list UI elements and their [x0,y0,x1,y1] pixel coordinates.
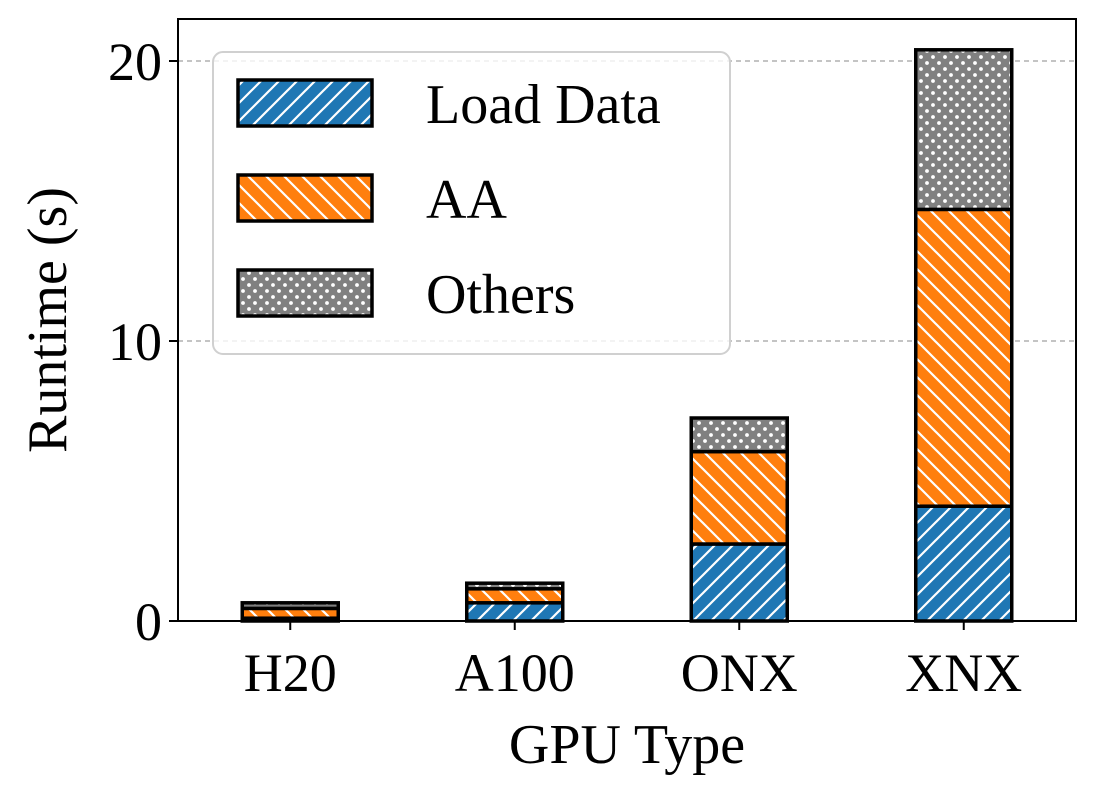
legend-swatch-aa [236,173,374,223]
legend-swatch-others [236,268,374,318]
legend-label-others: Others [426,264,575,326]
y-tick-label-0: 0 [135,592,162,652]
bar-a100-aa [465,587,565,605]
bar-onx-load-data [689,542,789,623]
y-axis-label: Runtime (s) [17,187,79,453]
bar-h20-others [240,601,340,611]
legend-swatch-load-data [236,78,374,128]
bar-a100-load-data [465,601,565,623]
x-tick-label-XNX: XNX [905,643,1022,703]
x-tick-label-A100: A100 [455,643,575,703]
axes: 0 10 20 H20 A100 ONX XNX [108,18,1077,703]
bar-onx-others [689,416,789,454]
bar-onx-aa [689,449,789,546]
x-axis-label: GPU Type [509,714,745,776]
y-tick-label-10: 10 [108,312,162,372]
bar-xnx-load-data [914,504,1014,623]
bars [240,48,1014,623]
legend-label-load-data: Load Data [426,74,661,136]
plot-frame [177,18,1077,622]
legend: Load Data AA Others [212,51,731,355]
x-tick-label-ONX: ONX [681,643,798,703]
bar-a100-others [465,581,565,591]
legend-label-aa: AA [426,169,507,231]
bar-xnx-aa [914,207,1014,508]
bar-xnx-others [914,48,1014,212]
x-tick-label-H20: H20 [244,643,337,703]
y-tick-label-20: 20 [108,32,162,92]
